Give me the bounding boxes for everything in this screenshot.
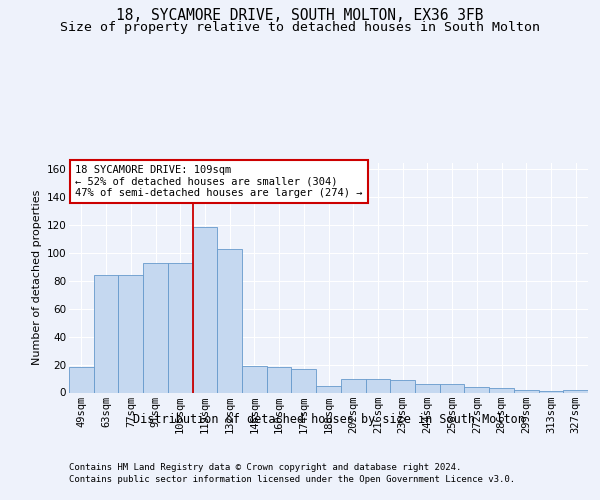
Bar [193, 226, 217, 392]
Text: Contains HM Land Registry data © Crown copyright and database right 2024.: Contains HM Land Registry data © Crown c… [69, 462, 461, 471]
Bar [143, 263, 168, 392]
Bar [539, 391, 563, 392]
Bar [563, 390, 588, 392]
Text: Distribution of detached houses by size in South Molton: Distribution of detached houses by size … [133, 412, 525, 426]
Text: Size of property relative to detached houses in South Molton: Size of property relative to detached ho… [60, 21, 540, 34]
Bar [168, 263, 193, 392]
Bar [242, 366, 267, 392]
Text: Contains public sector information licensed under the Open Government Licence v3: Contains public sector information licen… [69, 475, 515, 484]
Text: 18 SYCAMORE DRIVE: 109sqm
← 52% of detached houses are smaller (304)
47% of semi: 18 SYCAMORE DRIVE: 109sqm ← 52% of detac… [75, 165, 362, 198]
Bar [464, 387, 489, 392]
Bar [267, 368, 292, 392]
Text: 18, SYCAMORE DRIVE, SOUTH MOLTON, EX36 3FB: 18, SYCAMORE DRIVE, SOUTH MOLTON, EX36 3… [116, 8, 484, 22]
Bar [341, 378, 365, 392]
Bar [118, 276, 143, 392]
Bar [440, 384, 464, 392]
Bar [316, 386, 341, 392]
Bar [390, 380, 415, 392]
Bar [292, 369, 316, 392]
Bar [69, 368, 94, 392]
Bar [514, 390, 539, 392]
Y-axis label: Number of detached properties: Number of detached properties [32, 190, 43, 365]
Bar [489, 388, 514, 392]
Bar [217, 249, 242, 392]
Bar [365, 378, 390, 392]
Bar [94, 276, 118, 392]
Bar [415, 384, 440, 392]
